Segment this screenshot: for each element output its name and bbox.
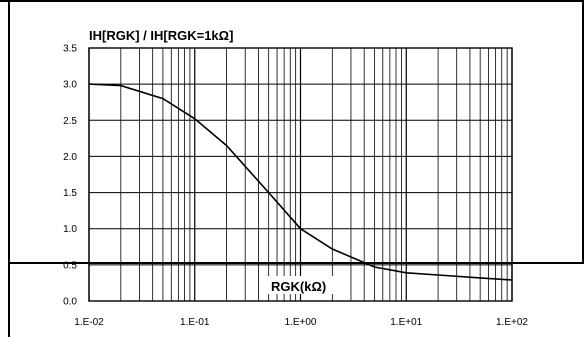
frame-right-border: [582, 0, 584, 264]
y-tick-label: 3.0: [63, 80, 77, 91]
frame-top-border: [0, 0, 584, 2]
chart-title: IH[RGK] / IH[RGK=1kΩ]: [89, 28, 233, 43]
x-axis-label: RGK(kΩ): [271, 279, 326, 294]
y-tick-label: 0.0: [63, 297, 77, 308]
series-line: [88, 83, 513, 281]
series: [88, 83, 513, 281]
x-tick-label: 1.E+00: [285, 317, 317, 328]
y-tick-label: 3.5: [63, 44, 77, 55]
y-tick-label: 2.0: [63, 152, 77, 163]
frame-left-border: [8, 0, 10, 337]
x-tick-labels: 1.E-02 1.E-01 1.E+00 1.E+01 1.E+02: [74, 317, 528, 328]
grid: [88, 47, 513, 302]
x-tick-label: 1.E-01: [180, 317, 210, 328]
y-tick-label: 1.5: [63, 188, 77, 199]
x-tick-label: 1.E+02: [496, 317, 528, 328]
y-tick-label: 0.5: [63, 260, 77, 271]
y-tick-labels: 0.0 0.5 1.0 1.5 2.0 2.5 3.0 3.5: [63, 44, 77, 308]
x-tick-label: 1.E-02: [74, 317, 104, 328]
plot-frame: [88, 47, 513, 302]
x-tick-label: 1.E+01: [390, 317, 422, 328]
x-axis-label-background: [268, 276, 340, 294]
y-tick-label: 1.0: [63, 224, 77, 235]
y-tick-label: 2.5: [63, 116, 77, 127]
